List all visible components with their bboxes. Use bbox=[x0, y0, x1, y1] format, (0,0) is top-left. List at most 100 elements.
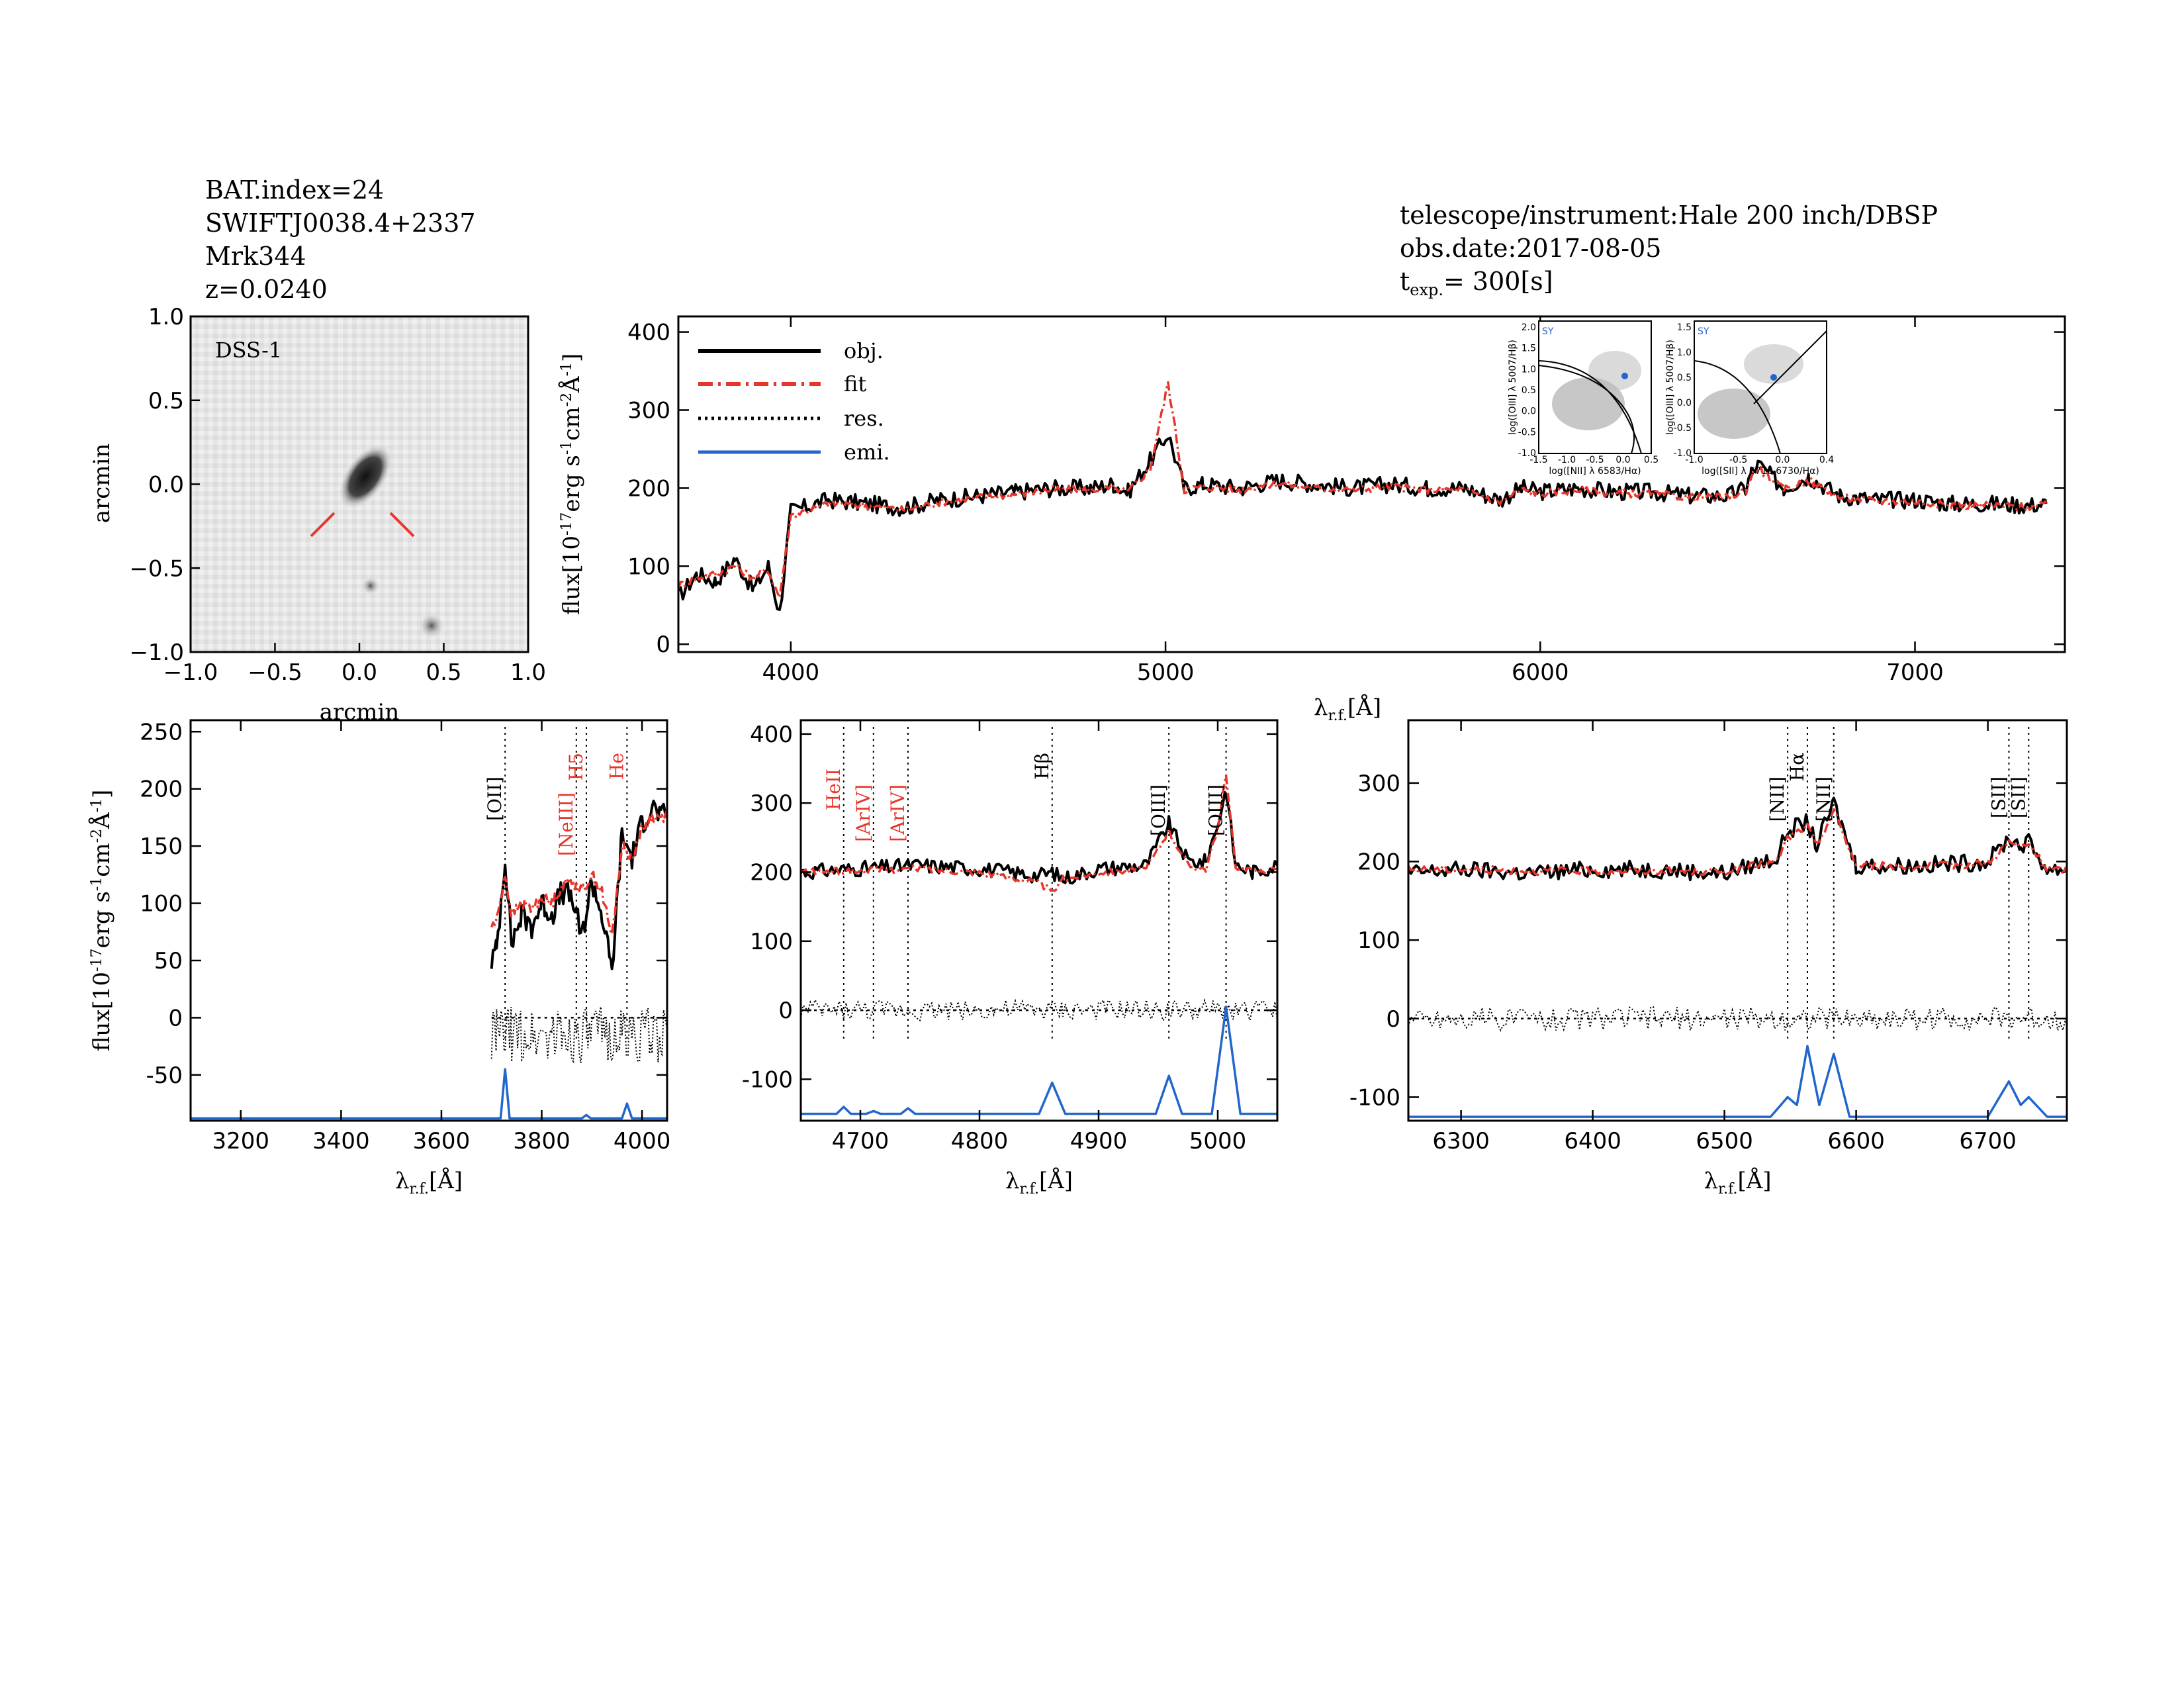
bpt-y-tick-label: -1.0 bbox=[1674, 448, 1692, 459]
image-x-tick-label: −1.0 bbox=[163, 659, 218, 686]
dss-image-panel: DSS-1 −1.0 −0.5 0.0 0.5 1.01.00.50.0−0.5−1.0… bbox=[89, 304, 546, 726]
header-right: telescope/instrument:Hale 200 inch/DBSP … bbox=[1400, 201, 1938, 299]
series-obj bbox=[1408, 796, 2067, 882]
oii-zoom-panel: [OII] H5 [NeIII] He 3200 3400 3600 3800 4000 -50 0… bbox=[88, 719, 670, 1197]
plot-area bbox=[678, 381, 2048, 611]
bpt-y-tick-label: 1.0 bbox=[1522, 364, 1536, 375]
bpt-y-tick-label: 1.5 bbox=[1677, 322, 1692, 333]
line-label: [NII] bbox=[1766, 776, 1788, 821]
image-x-tick-label: −0.5 bbox=[248, 659, 302, 686]
series-obj bbox=[801, 791, 1277, 885]
bpt-y-tick-label: 0.0 bbox=[1677, 398, 1692, 408]
image-y-tick-label: 0.0 bbox=[148, 472, 184, 498]
y-tick-label: 300 bbox=[750, 790, 793, 817]
legend-label-obj: obj. bbox=[844, 338, 884, 363]
line-label: [NII] bbox=[1813, 776, 1835, 821]
bpt-x-tick-label: -0.5 bbox=[1586, 455, 1604, 465]
bpt2-liner-line bbox=[1753, 330, 1827, 404]
x-tick-label: 3400 bbox=[312, 1128, 370, 1154]
bpt-y-tick-label: 1.0 bbox=[1677, 348, 1692, 358]
y-tick-label: 0 bbox=[1386, 1006, 1400, 1033]
star-image bbox=[418, 612, 445, 639]
x-tick-label: 4900 bbox=[1070, 1128, 1128, 1154]
line-label: HeII bbox=[823, 769, 844, 810]
obs-date: obs.date:2017-08-05 bbox=[1400, 234, 1661, 263]
y-tick-label: 50 bbox=[154, 948, 183, 974]
panel-frame bbox=[189, 719, 668, 1122]
bpt-x-tick-label: -1.5 bbox=[1529, 455, 1547, 465]
image-y-tick-label: −0.5 bbox=[129, 555, 184, 582]
line-label: [ArIV] bbox=[852, 784, 874, 842]
x-tick-label: 5000 bbox=[1189, 1128, 1247, 1154]
y-tick-label: 300 bbox=[627, 397, 670, 424]
star-image bbox=[361, 577, 380, 595]
y-tick-label: -100 bbox=[742, 1066, 793, 1093]
instrument: telescope/instrument:Hale 200 inch/DBSP bbox=[1400, 201, 1938, 230]
swift-id: SWIFTJ0038.4+2337 bbox=[205, 209, 476, 238]
x-tick-label: 6000 bbox=[1512, 659, 1569, 686]
bpt-inset-nii: SY log([NII] λ 6583/Hα) log([OIII] λ 500… bbox=[1508, 320, 1659, 477]
x-axis-label: λr.f.[Å] bbox=[1005, 1167, 1073, 1197]
panel-frame bbox=[677, 315, 2066, 653]
bpt1-ticks: -1.5 -1.0 -0.5 0.0 0.52.01.51.00.50.0-0.5-1.… bbox=[1518, 322, 1659, 465]
bpt-y-tick-label: 1.5 bbox=[1522, 344, 1536, 354]
x-tick-label: 6400 bbox=[1564, 1128, 1621, 1154]
image-x-tick-label: 0.0 bbox=[341, 659, 377, 686]
x-tick-label: 6300 bbox=[1432, 1128, 1490, 1154]
exposure-time: texp.= 300[s] bbox=[1400, 267, 1553, 299]
full-spectrum-panel: 4000 5000 6000 7000 0 100 200 300 400 λr.f.[Å] flu… bbox=[558, 315, 2066, 724]
x-tick-label: 4000 bbox=[762, 659, 820, 686]
y-tick-label: 0 bbox=[778, 998, 793, 1024]
y-tick-label: 400 bbox=[750, 722, 793, 748]
bpt2-tag: SY bbox=[1698, 326, 1709, 337]
line-label: [OIII] bbox=[1148, 784, 1169, 836]
image-y-tick-label: 0.5 bbox=[148, 388, 184, 414]
y-tick-label: 0 bbox=[168, 1005, 183, 1031]
legend-label-emi: emi. bbox=[844, 440, 890, 465]
series-emi bbox=[191, 1068, 667, 1120]
y-tick-label: 250 bbox=[140, 719, 183, 745]
bpt-y-tick-label: -0.5 bbox=[1518, 427, 1536, 438]
line-label: H5 bbox=[565, 753, 587, 780]
series-res bbox=[801, 998, 1277, 1023]
x-tick-label: 3600 bbox=[413, 1128, 471, 1154]
panel-frame bbox=[799, 719, 1279, 1122]
header-left: BAT.index=24 SWIFTJ0038.4+2337 Mrk344 z=… bbox=[205, 175, 476, 304]
x-tick-label: 4700 bbox=[832, 1128, 889, 1154]
image-ylabel: arcmin bbox=[89, 444, 115, 524]
line-label: [OII] bbox=[484, 776, 506, 821]
bpt2-object-point bbox=[1770, 374, 1777, 381]
image-axis-ticks: −1.0 −0.5 0.0 0.5 1.0 1.0 0.5 0.0 −0.5 −1.0 bbox=[129, 304, 546, 686]
x-tick-label: 3200 bbox=[212, 1128, 270, 1154]
x-tick-label: 4000 bbox=[614, 1128, 671, 1154]
x-tick-label: 6700 bbox=[1959, 1128, 2017, 1154]
line-label: Hα bbox=[1786, 753, 1808, 781]
bpt1-density bbox=[1588, 351, 1641, 391]
bpt-x-tick-label: -1.0 bbox=[1685, 455, 1703, 465]
x-tick-label: 6500 bbox=[1696, 1128, 1753, 1154]
series-emi bbox=[801, 1006, 1277, 1115]
line-label: Hβ bbox=[1031, 753, 1053, 780]
y-tick-label: 100 bbox=[627, 553, 670, 580]
y-tick-label: 100 bbox=[750, 929, 793, 955]
bpt-y-tick-label: 0.5 bbox=[1522, 385, 1536, 396]
plot-area bbox=[801, 727, 1277, 1115]
bpt1-kewley-curve bbox=[1538, 360, 1642, 454]
x-axis-label: λr.f.[Å] bbox=[1704, 1167, 1771, 1197]
series-res bbox=[490, 1005, 667, 1064]
line-label: He bbox=[606, 753, 627, 780]
bpt-inset-sii: SY log([SII] λ 6716,6730/Hα) log([OIII] … bbox=[1665, 320, 1834, 477]
x-axis-label: λr.f.[Å] bbox=[1314, 694, 1381, 724]
panel-frame bbox=[1407, 719, 2068, 1122]
series-obj bbox=[490, 800, 667, 970]
bpt1-tag: SY bbox=[1542, 326, 1554, 337]
marker-left bbox=[310, 512, 336, 538]
series-obj bbox=[678, 436, 2048, 611]
x-tick-label: 5000 bbox=[1137, 659, 1195, 686]
bpt2-density bbox=[1744, 344, 1803, 384]
y-tick-label: 100 bbox=[140, 891, 183, 917]
bpt-y-tick-label: -1.0 bbox=[1518, 448, 1536, 459]
bpt-y-tick-label: 0.0 bbox=[1522, 406, 1536, 417]
image-y-tick-label: −1.0 bbox=[129, 639, 184, 666]
galaxy-image bbox=[339, 444, 392, 509]
